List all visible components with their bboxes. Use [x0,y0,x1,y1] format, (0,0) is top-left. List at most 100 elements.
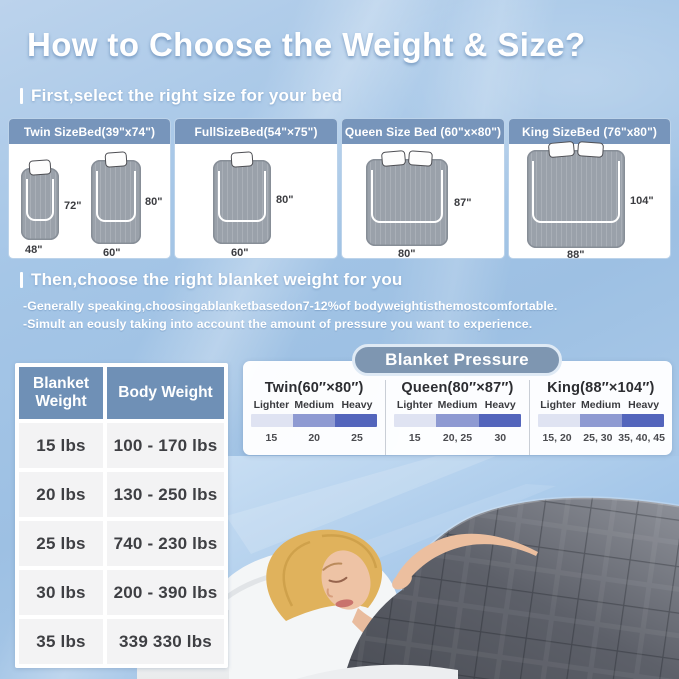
bar-segment-heavy [478,414,521,427]
pressure-group-title: Twin(60″×80″) [264,380,364,396]
bed-card-full-header: FullSizeBed(54"×75") [175,119,337,144]
dim-label-height: 87" [454,197,472,209]
bed-card-full: FullSizeBed(54"×75") 80" 60" [174,118,338,259]
pillow-icon [230,151,254,168]
dim-label-height: 80" [145,196,163,208]
pressure-gradient-bar [251,414,378,427]
pressure-values: 15 20 25 [250,432,378,444]
pillow-icon [407,150,433,167]
heading-accent-bar [20,272,23,288]
value-label: 20 [308,432,321,444]
pillow-icon [28,159,52,176]
blanket-pressure-pill: Blanket Pressure [352,344,562,376]
pressure-levels: Lighter Medium Heavy [537,399,665,411]
table-cell: 130 - 250 lbs [107,472,224,517]
blanket-outline [218,171,266,223]
value-label: 25, 30 [583,432,613,444]
table-cell: 339 330 lbs [107,619,224,664]
table-cell: 100 - 170 lbs [107,423,224,468]
dim-label-height: 72" [64,200,82,212]
level-label: Lighter [540,399,576,411]
value-label: 25 [351,432,363,444]
bed-diagram-king [527,140,625,248]
pillow-icon [547,140,576,159]
dim-label-height: 80" [276,194,294,206]
pressure-gradient-bar [394,414,521,427]
bed-card-queen-header: Queen Size Bed (60"x×80") [342,119,504,144]
dim-label-width: 88" [567,249,585,259]
value-label: 15 [408,432,421,444]
section-heading-size: First,select the right size for your bed [20,86,342,106]
pressure-group-title: King(88″×104″) [547,380,655,396]
level-label: Medium [437,399,478,411]
dim-label-width: 80" [398,248,416,259]
dim-label-width: 60" [103,247,121,259]
value-label: 20, 25 [442,432,473,444]
table-cell: 30 lbs [19,570,103,615]
bed-card-queen: Queen Size Bed (60"x×80") 87" 80" [341,118,505,259]
bar-segment-medium [579,414,622,427]
product-photo-sleeping-woman [214,456,679,679]
pressure-group-king: King(88″×104″) Lighter Medium Heavy 15, … [528,380,672,455]
dim-label-height: 104" [630,195,654,207]
page-title: How to Choose the Weight & Size? [27,26,586,63]
table-cell: 20 lbs [19,472,103,517]
level-label: Heavy [484,399,516,411]
pressure-group-queen: Queen(80″×87″) Lighter Medium Heavy 15 2… [385,380,528,455]
blanket-pressure-panel: Blanket Pressure Twin(60″×80″) Lighter M… [243,344,672,455]
dim-label-width: 60" [231,247,249,259]
bed-diagram-queen [366,149,448,246]
level-label: Medium [294,399,334,411]
bed-card-king-header: King SizeBed (76"x80") [509,119,670,144]
note-body-weight-rule: -Generally speaking,choosingablanketbase… [23,299,558,313]
table-cell: 35 lbs [19,619,103,664]
bed-card-queen-body: 87" 80" [342,144,504,258]
note-pressure-rule: -Simult an eously taking into account th… [23,317,533,331]
bed-card-twin: Twin SizeBed(39"x74") 72" 48" 80" 60" [8,118,171,259]
bar-segment-light [394,414,437,427]
bar-segment-medium [436,414,479,427]
blanket-outline [532,161,620,223]
level-label: Lighter [253,399,290,411]
table-header-blanket-weight: Blanket Weight [19,367,103,419]
bar-segment-light [251,414,294,427]
bed-card-twin-body: 72" 48" 80" 60" [9,144,170,258]
value-label: 15 [265,432,278,444]
section-heading-weight: Then,choose the right blanket weight for… [20,270,403,290]
pressure-groups: Twin(60″×80″) Lighter Medium Heavy 15 20… [243,361,672,455]
blanket-outline [371,170,443,224]
pressure-levels: Lighter Medium Heavy [393,399,521,411]
section-heading-size-label: First,select the right size for your bed [31,86,343,105]
pillow-icon [380,149,407,168]
value-label: 35, 40, 45 [618,432,665,444]
bed-diagram-twin-small [21,159,59,240]
blanket-outline [26,179,54,222]
bed-card-king-body: 104" 88" [509,140,670,259]
bar-segment-medium [293,414,336,427]
level-label: Medium [580,399,621,411]
heading-accent-bar [20,88,23,104]
pillow-icon [104,151,128,168]
bed-diagram-full [213,151,271,244]
value-label: 15, 20 [542,432,572,444]
pillow-icon [577,141,605,158]
bed-diagram-twin-large [91,151,141,244]
level-label: Heavy [628,399,660,411]
level-label: Heavy [341,399,373,411]
section-heading-weight-label: Then,choose the right blanket weight for… [31,270,403,289]
dim-label-width: 48" [25,244,43,256]
table-cell: 25 lbs [19,521,103,566]
level-label: Lighter [396,399,433,411]
bed-card-twin-header: Twin SizeBed(39"x74") [9,119,170,144]
bed-card-full-body: 80" 60" [175,144,337,258]
bar-segment-heavy [621,414,664,427]
pressure-values: 15, 20 25, 30 35, 40, 45 [537,432,665,444]
bed-card-king: King SizeBed (76"x80") 104" 88" [508,118,671,259]
pressure-values: 15 20, 25 30 [393,432,521,444]
table-cell: 15 lbs [19,423,103,468]
pressure-gradient-bar [537,414,664,427]
pressure-levels: Lighter Medium Heavy [250,399,378,411]
table-cell: 740 - 230 lbs [107,521,224,566]
bar-segment-light [537,414,580,427]
